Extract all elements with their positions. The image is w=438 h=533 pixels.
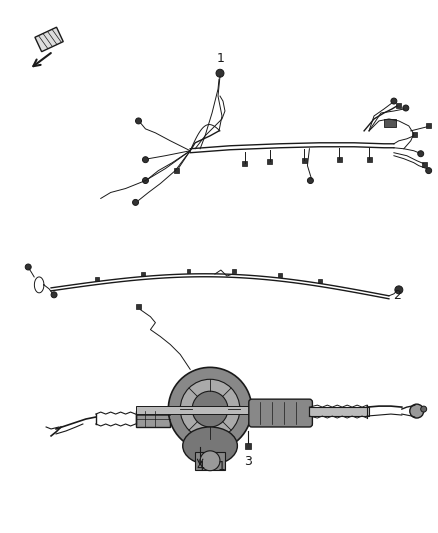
Text: 4: 4 xyxy=(196,460,204,473)
Circle shape xyxy=(25,264,31,270)
Bar xyxy=(245,443,251,449)
Bar xyxy=(195,452,225,470)
Circle shape xyxy=(135,118,141,124)
Bar xyxy=(302,158,307,163)
Circle shape xyxy=(168,367,252,451)
Circle shape xyxy=(403,105,409,111)
Circle shape xyxy=(51,292,57,298)
Bar xyxy=(187,269,191,273)
Bar xyxy=(267,159,272,164)
Bar xyxy=(136,304,141,309)
Circle shape xyxy=(200,451,220,471)
Circle shape xyxy=(391,98,397,104)
FancyBboxPatch shape xyxy=(249,399,312,427)
Circle shape xyxy=(216,69,224,77)
Bar xyxy=(242,161,247,166)
Bar xyxy=(337,157,342,162)
Circle shape xyxy=(180,379,240,439)
Bar xyxy=(309,407,369,416)
Bar xyxy=(278,273,282,277)
Bar xyxy=(384,119,396,127)
Circle shape xyxy=(418,151,424,157)
Bar xyxy=(412,132,417,138)
Circle shape xyxy=(133,199,138,205)
Bar xyxy=(95,277,99,280)
Text: 3: 3 xyxy=(244,455,252,469)
Circle shape xyxy=(307,177,314,183)
Ellipse shape xyxy=(183,427,237,465)
Bar xyxy=(422,162,427,167)
Circle shape xyxy=(421,406,427,412)
Circle shape xyxy=(192,391,228,427)
Bar xyxy=(141,272,145,276)
Text: 1: 1 xyxy=(217,460,225,473)
Circle shape xyxy=(142,157,148,163)
Text: 2: 2 xyxy=(393,289,401,302)
Bar xyxy=(135,411,170,427)
Circle shape xyxy=(426,168,431,174)
Bar xyxy=(174,168,179,173)
Bar xyxy=(232,270,236,273)
Text: 1: 1 xyxy=(217,52,225,65)
Circle shape xyxy=(395,286,403,294)
Bar xyxy=(318,279,322,282)
Bar xyxy=(135,406,294,414)
Bar xyxy=(396,102,401,108)
Circle shape xyxy=(142,177,148,183)
Bar xyxy=(426,124,431,128)
Bar xyxy=(35,27,63,52)
Circle shape xyxy=(410,404,424,418)
Bar xyxy=(367,157,371,162)
